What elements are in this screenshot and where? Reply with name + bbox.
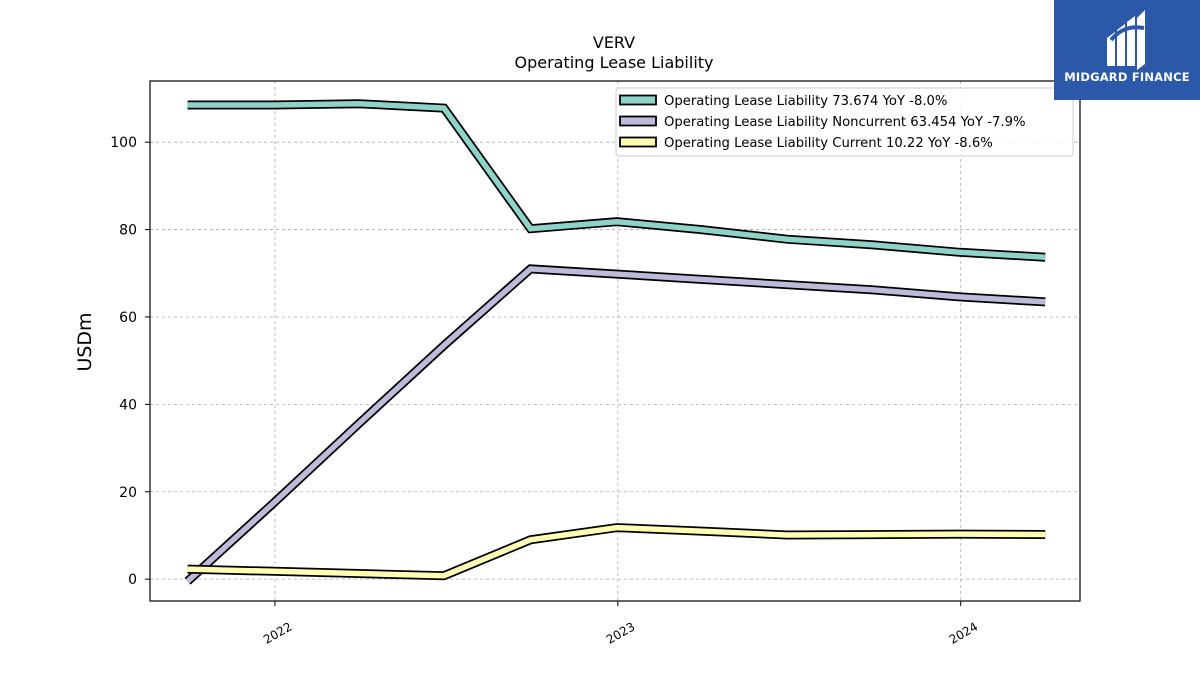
series-lines (184, 99, 1046, 585)
x-tick-label: 2023 (604, 619, 637, 646)
y-tick-label: 0 (128, 572, 137, 588)
series-3-line (187, 524, 1046, 579)
y-tick-label: 60 (119, 310, 137, 326)
legend: Operating Lease Liability 73.674 YoY -8.… (615, 87, 1074, 157)
legend-swatch (619, 115, 657, 127)
y-tick-label: 100 (110, 135, 137, 151)
legend-label: Operating Lease Liability Noncurrent 63.… (664, 115, 1026, 130)
logo-mark-icon (1107, 10, 1145, 70)
series-2-line (185, 266, 1046, 584)
chart-title: VERV (593, 33, 635, 52)
brand-logo: MIDGARD FINANCE (1054, 0, 1200, 100)
chart-subtitle: Operating Lease Liability (514, 53, 713, 72)
x-tick-label: 2024 (947, 619, 980, 646)
legend-box (615, 87, 1074, 157)
legend-swatch (619, 94, 657, 106)
legend-label: Operating Lease Liability 73.674 YoY -8.… (664, 94, 947, 109)
y-tick-label: 40 (119, 397, 137, 413)
y-tick-label: 80 (119, 223, 137, 239)
x-tick-label: 2022 (261, 619, 294, 646)
y-axis-label: USDm (74, 312, 96, 371)
logo-text: MIDGARD FINANCE (1064, 70, 1190, 84)
legend-swatch (619, 136, 657, 148)
gridlines (150, 81, 1080, 601)
plot-frame (149, 80, 1081, 602)
series-1-line (187, 100, 1046, 260)
y-tick-label: 20 (119, 485, 137, 501)
legend-label: Operating Lease Liability Current 10.22 … (664, 136, 993, 151)
